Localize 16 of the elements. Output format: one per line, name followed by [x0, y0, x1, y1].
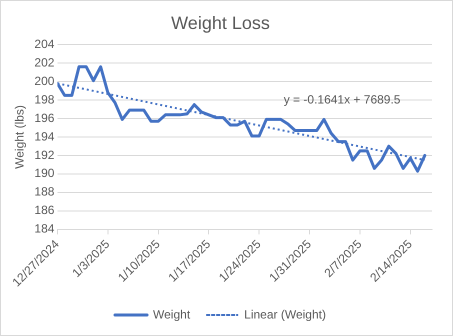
y-tick-label: 184	[34, 222, 55, 236]
chart-title: Weight Loss	[171, 12, 270, 33]
y-axis-title: Weight (lbs)	[12, 105, 27, 169]
y-tick-label: 186	[34, 203, 55, 218]
y-tick-label: 190	[34, 166, 55, 180]
y-tick-label: 202	[34, 55, 55, 70]
y-tick-label: 200	[34, 74, 55, 88]
y-tick-label: 198	[34, 92, 55, 106]
legend-label: Weight	[153, 307, 191, 322]
y-tick-label: 196	[34, 110, 55, 125]
y-tick-label: 204	[34, 36, 55, 51]
y-tick-label: 192	[34, 148, 55, 162]
y-tick-label: 194	[34, 129, 55, 144]
legend-label: Linear (Weight)	[244, 307, 326, 322]
y-tick-label: 188	[34, 184, 55, 199]
annotation: y = -0.1641x + 7689.5	[284, 92, 401, 106]
